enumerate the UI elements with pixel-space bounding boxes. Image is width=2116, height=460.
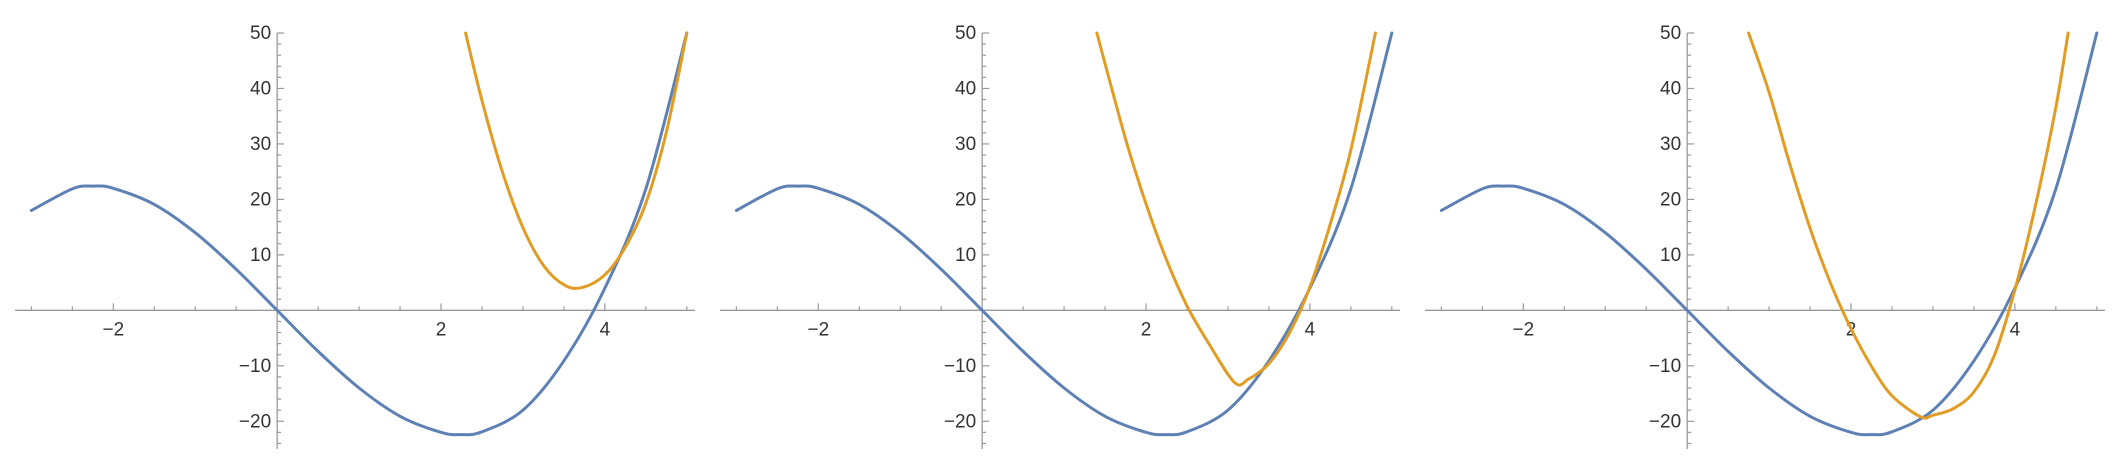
x-tick-label: −2: [102, 319, 124, 340]
chart-panel-1: −2 2 4 −20 −10 10 20 30 40 50: [0, 0, 705, 460]
x-tick-label: 4: [2010, 319, 2021, 340]
quadratic-curve: [464, 31, 689, 290]
y-tick-label: 50: [250, 23, 271, 44]
quadratic-curve: [1747, 31, 2070, 420]
x-tick-label: −2: [807, 319, 829, 340]
x-tick-label: 2: [1141, 319, 1152, 340]
cubic-curve: [1439, 31, 2099, 437]
quadratic-curve: [1095, 31, 1377, 387]
x-tick-label: 4: [600, 319, 611, 340]
y-tick-label: −10: [944, 356, 976, 377]
y-tick-label: 10: [250, 245, 271, 266]
y-tick-label: 50: [1660, 23, 1681, 44]
y-tick-label: 20: [1660, 189, 1681, 210]
chart-svg-1: −2 2 4 −20 −10 10 20 30 40 50: [15, 23, 695, 449]
x-tick-label: −2: [1512, 319, 1534, 340]
y-tick-label: 10: [1660, 245, 1681, 266]
y-tick-label: 30: [250, 134, 271, 155]
y-tick-label: −20: [239, 411, 271, 432]
y-tick-label: −10: [1649, 356, 1681, 377]
cubic-curve: [734, 31, 1394, 437]
y-tick-label: 50: [955, 23, 976, 44]
y-tick-label: 10: [955, 245, 976, 266]
x-tick-label: 4: [1305, 319, 1316, 340]
y-tick-label: 40: [1660, 78, 1681, 99]
chart-panel-2: −2 2 4 −20 −10 10 20 30 40 50: [705, 0, 1410, 460]
y-tick-label: 30: [955, 134, 976, 155]
y-tick-label: −20: [1649, 411, 1681, 432]
y-tick-label: 20: [250, 189, 271, 210]
y-tick-label: 30: [1660, 134, 1681, 155]
y-tick-label: 40: [250, 78, 271, 99]
x-tick-label: 2: [436, 319, 447, 340]
y-tick-label: 40: [955, 78, 976, 99]
cubic-curve: [29, 31, 689, 437]
chart-panel-3: −2 2 4 −20 −10 10 20 30 40 50: [1410, 0, 2115, 460]
y-tick-label: −20: [944, 411, 976, 432]
y-tick-label: 20: [955, 189, 976, 210]
chart-svg-2: −2 2 4 −20 −10 10 20 30 40 50: [720, 23, 1400, 449]
y-tick-label: −10: [239, 356, 271, 377]
